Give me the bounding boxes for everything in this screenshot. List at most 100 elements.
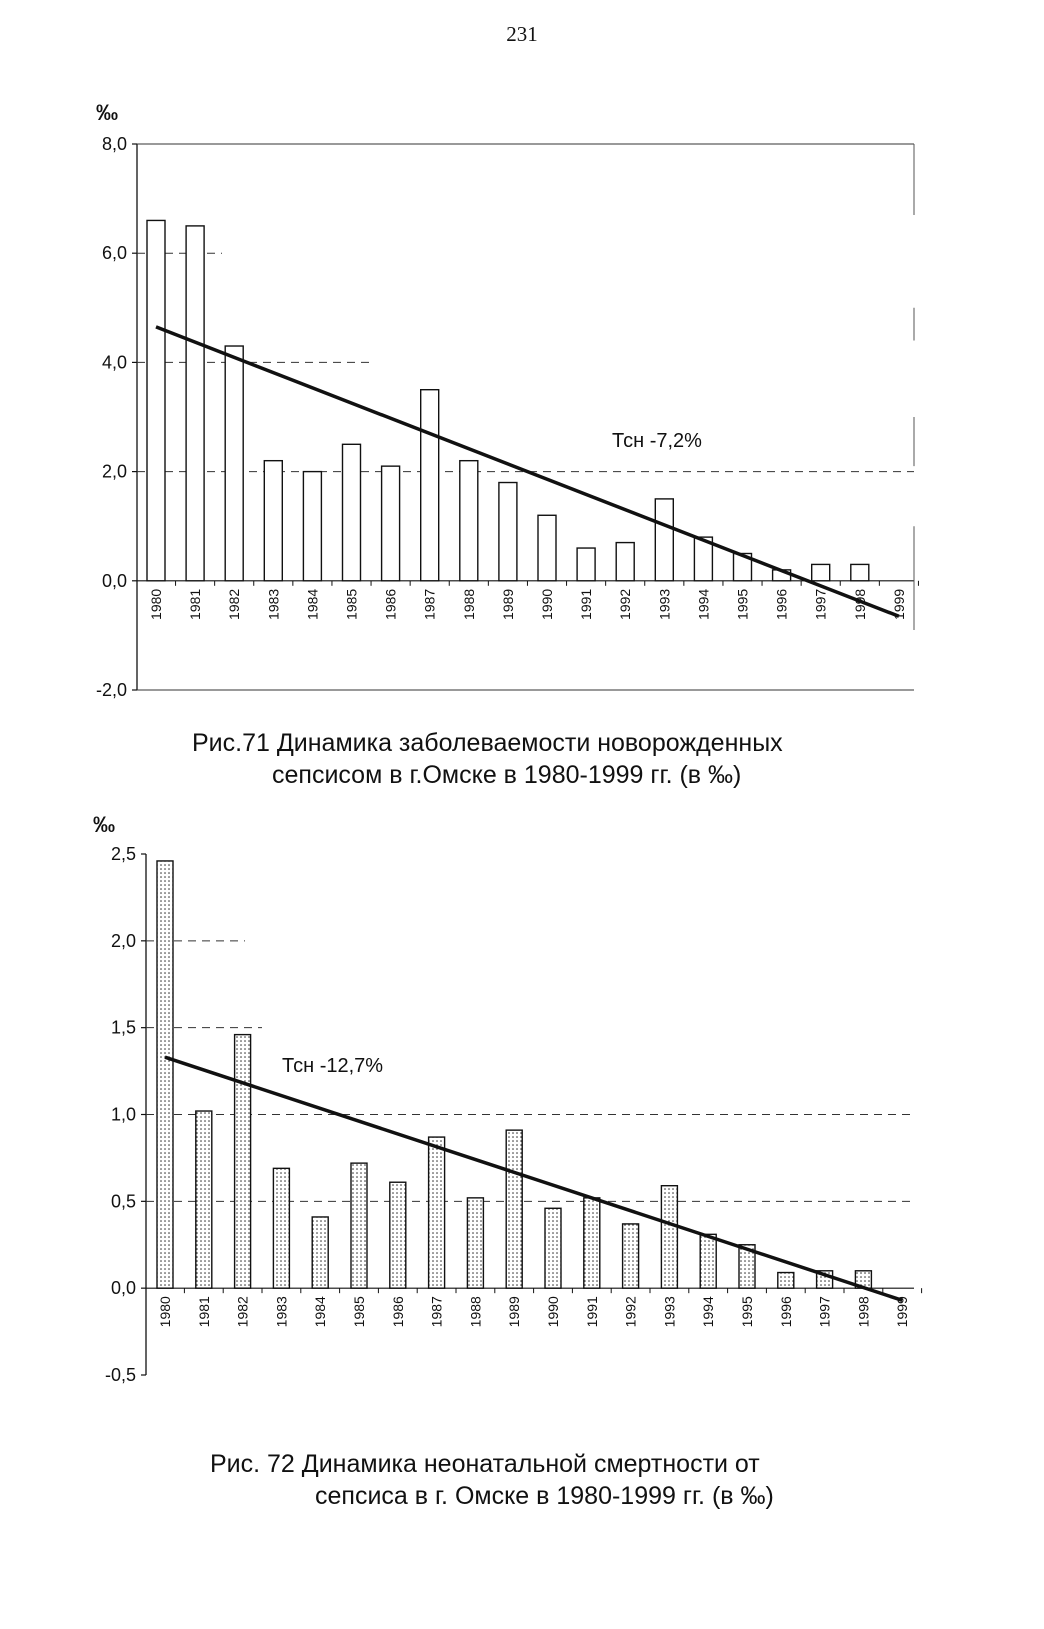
- fig72-category-label: 1984: [312, 1296, 328, 1327]
- fig71-category-label: 1996: [774, 589, 790, 620]
- fig71-trend-line: [155, 325, 900, 618]
- fig71-category-label: 1998: [852, 589, 868, 620]
- fig71-bar-1985: [341, 443, 362, 582]
- fig72-category-label: 1982: [235, 1296, 251, 1327]
- fig71-ytick-label: 6,0: [102, 243, 127, 263]
- fig71-category-label: 1981: [187, 589, 203, 620]
- chart-fig71: -2,0 0,0 2,0 4,0 6,0 8,0 ‰ 1980 1981 1982 1983 1984…: [96, 100, 919, 700]
- fig72-bar-1984: [311, 1216, 329, 1289]
- fig72-category-label: 1985: [351, 1296, 367, 1327]
- fig71-category-label: 1992: [617, 589, 633, 620]
- fig72-category-label: 1999: [894, 1296, 910, 1327]
- caption-fig71: Рис.71 Динамика заболеваемости новорожде…: [192, 727, 783, 791]
- fig71-ytick-label: 2,0: [102, 462, 127, 482]
- fig72-category-label: 1995: [739, 1296, 755, 1327]
- fig71-bar-1981: [185, 225, 205, 582]
- fig72-ytick-label: 2,5: [111, 844, 136, 864]
- fig71-unit-label: ‰: [96, 100, 118, 125]
- fig72-ytick-label: 1,0: [111, 1105, 136, 1125]
- fig71-trend-annotation: Тсн -7,2%: [612, 430, 702, 452]
- fig72-bar-1988: [466, 1197, 485, 1289]
- fig72-category-label: 1988: [467, 1296, 483, 1327]
- fig71-bar-1992: [615, 541, 635, 582]
- fig71-ytick-label: -2,0: [96, 680, 127, 700]
- fig71-bar-1983: [263, 459, 283, 582]
- fig71-category-label: 1995: [735, 589, 751, 620]
- fig72-category-label: 1980: [157, 1296, 173, 1327]
- fig72-ytick-label: -0,5: [105, 1365, 136, 1385]
- fig72-bar-1996: [777, 1271, 795, 1289]
- fig71-bar-1987: [420, 389, 440, 582]
- fig71-ytick-label: 8,0: [102, 134, 127, 154]
- caption-fig71-line1: Рис.71 Динамика заболеваемости новорожде…: [192, 729, 783, 757]
- fig72-bar-1981: [195, 1110, 213, 1289]
- fig72-bar-1992: [621, 1223, 640, 1289]
- fig71-category-label: 1994: [695, 589, 711, 620]
- fig71-category-label: 1983: [265, 589, 281, 620]
- fig72-ytick-label: 0,5: [111, 1191, 136, 1211]
- fig72-bar-1995: [738, 1244, 756, 1289]
- caption-fig72: Рис. 72 Динамика неонатальной смертности…: [210, 1448, 774, 1512]
- fig71-bar-1988: [459, 459, 479, 582]
- fig72-category-label: 1981: [196, 1296, 212, 1327]
- fig72-category-label: 1997: [817, 1296, 833, 1327]
- fig72-bar-1983: [272, 1167, 291, 1289]
- fig72-trend-annotation: Тсн -12,7%: [282, 1055, 383, 1077]
- fig71-ytick-label: 0,0: [102, 571, 127, 591]
- fig72-ytick-label: 1,5: [111, 1018, 136, 1038]
- fig72-bar-1982: [233, 1033, 252, 1289]
- fig71-category-label: 1991: [578, 589, 594, 620]
- fig71-bar-1994: [693, 536, 714, 582]
- fig72-bar-1993: [660, 1185, 679, 1289]
- fig71-bar-1990: [537, 514, 557, 582]
- fig72-category-label: 1994: [700, 1296, 716, 1327]
- caption-fig72-line2: сепсиса в г. Омске в 1980-1999 гг. (в ‰): [315, 1482, 774, 1510]
- fig71-ytick-label: 4,0: [102, 352, 127, 372]
- fig71-bar-1982: [224, 345, 244, 582]
- fig72-category-label: 1983: [273, 1296, 289, 1327]
- fig72-category-label: 1987: [429, 1296, 445, 1327]
- fig72-bar-1986: [389, 1181, 407, 1289]
- fig71-category-label: 1982: [226, 589, 242, 620]
- fig72-bar-1991: [583, 1197, 601, 1289]
- fig71-bar-1989: [498, 481, 518, 582]
- fig71-category-label: 1984: [304, 589, 320, 620]
- fig71-category-label: 1985: [344, 589, 360, 620]
- fig72-category-label: 1998: [855, 1296, 871, 1327]
- fig71-category-label: 1989: [500, 589, 516, 620]
- fig71-category-label: 1999: [891, 589, 907, 620]
- fig72-bar-1990: [544, 1207, 562, 1289]
- fig72-category-label: 1996: [778, 1296, 794, 1327]
- fig71-category-label: 1990: [539, 589, 555, 620]
- fig72-category-label: 1989: [506, 1296, 522, 1327]
- fig72-category-label: 1990: [545, 1296, 561, 1327]
- fig72-unit-label: ‰: [93, 812, 115, 837]
- fig71-bar-1998: [850, 563, 870, 582]
- fig72-ytick-label: 2,0: [111, 931, 136, 951]
- fig72-category-label: 1986: [390, 1296, 406, 1327]
- fig71-bar-1997: [811, 563, 831, 582]
- fig71-category-label: 1980: [148, 589, 164, 620]
- fig72-bar-1985: [350, 1162, 368, 1289]
- fig71-bar-1980: [146, 219, 166, 582]
- fig72-category-label: 1993: [661, 1296, 677, 1327]
- caption-fig71-line2: сепсисом в г.Омске в 1980-1999 гг. (в ‰): [272, 761, 742, 789]
- fig72-trend-line: [164, 1055, 903, 1302]
- fig72-category-label: 1992: [623, 1296, 639, 1327]
- fig72-bar-1980: [156, 860, 174, 1289]
- fig71-bar-1986: [380, 465, 401, 582]
- fig71-category-label: 1993: [656, 589, 672, 620]
- fig72-category-label: 1991: [584, 1296, 600, 1327]
- fig71-category-label: 1986: [383, 589, 399, 620]
- fig72-bar-1989: [505, 1129, 523, 1289]
- fig71-bar-1993: [654, 498, 674, 582]
- fig71-category-label: 1987: [422, 589, 438, 620]
- fig71-category-label: 1988: [461, 589, 477, 620]
- fig71-category-label: 1997: [813, 589, 829, 620]
- fig71-bar-1991: [576, 547, 596, 582]
- fig72-ytick-label: 0,0: [111, 1278, 136, 1298]
- fig72-bar-1994: [699, 1233, 717, 1289]
- caption-fig72-line1: Рис. 72 Динамика неонатальной смертности…: [210, 1450, 760, 1478]
- fig72-bar-1987: [427, 1136, 446, 1289]
- page-number: 231: [506, 22, 538, 46]
